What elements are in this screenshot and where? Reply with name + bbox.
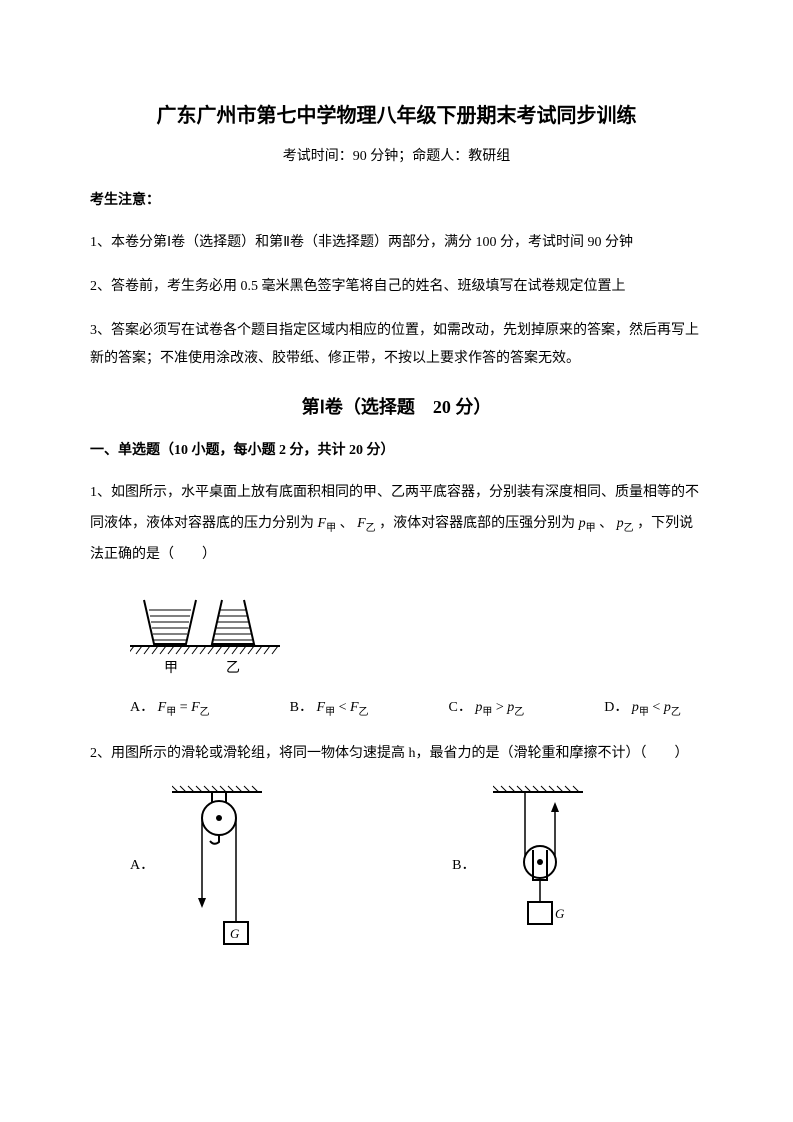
load-label: G [555,906,565,921]
notice-item: 1、本卷分第Ⅰ卷（选择题）和第Ⅱ卷（非选择题）两部分，满分 100 分，考试时间… [90,229,703,257]
q1-text: 、 [340,516,358,531]
sub-yi: 乙 [366,523,376,534]
opt-prefix: B． [290,700,313,715]
opt-a-label: A． [130,855,154,877]
var-p: p [632,700,639,715]
fig-label-yi: 乙 [226,660,240,676]
sub-jia: 甲 [166,707,176,718]
page-title: 广东广州市第七中学物理八年级下册期末考试同步训练 [90,100,703,132]
var-F: F [350,700,359,715]
pulley-a-icon: G [172,784,262,949]
opt-b-label: B． [452,855,475,877]
opt-prefix: D． [604,700,628,715]
load-label: G [230,926,240,941]
q2-option-a: A． G [130,784,262,949]
sub-yi: 乙 [200,707,210,718]
subsection-header: 一、单选题（10 小题，每小题 2 分，共计 20 分） [90,440,703,462]
sub-jia: 甲 [325,707,335,718]
question-1: 1、如图所示，水平桌面上放有底面积相同的甲、乙两平底容器，分别装有深度相同、质量… [90,478,703,570]
sub-yi: 乙 [624,523,634,534]
rel-lt: < [652,700,663,715]
option-a: A． F甲 = F乙 [130,697,210,721]
var-p: p [617,516,624,531]
sub-jia: 甲 [586,523,596,534]
var-F: F [318,516,327,531]
q1-text: 、 [599,516,617,531]
var-F: F [317,700,326,715]
sub-jia: 甲 [482,707,492,718]
rel-gt: > [496,700,507,715]
q2-option-b: B． G [452,784,583,949]
q2-figures: A． G [90,784,703,949]
rel-eq: = [180,700,191,715]
option-c: C． p甲 > p乙 [449,697,525,721]
opt-prefix: A． [130,700,154,715]
sub-jia: 甲 [639,707,649,718]
question-2: 2、用图所示的滑轮或滑轮组，将同一物体匀速提高 h，最省力的是（滑轮重和摩擦不计… [90,739,703,770]
var-p: p [579,516,586,531]
option-b: B． F甲 < F乙 [290,697,369,721]
var-p: p [664,700,671,715]
q1-text: ，液体对容器底部的压强分别为 [379,516,579,531]
notice-item: 2、答卷前，考生务必用 0.5 毫米黑色签字笔将自己的姓名、班级填写在试卷规定位… [90,273,703,301]
q1-options: A． F甲 = F乙 B． F甲 < F乙 C． p甲 > p乙 D． p甲 <… [130,697,703,721]
sub-yi: 乙 [359,707,369,718]
option-d: D． p甲 < p乙 [604,697,681,721]
sub-jia: 甲 [326,523,336,534]
q1-figure: 甲 乙 [130,584,703,679]
var-F: F [191,700,200,715]
opt-prefix: C． [449,700,472,715]
notice-heading: 考生注意： [90,190,703,212]
var-F: F [357,516,366,531]
fig-label-jia: 甲 [164,661,178,676]
rel-lt: < [339,700,350,715]
sub-yi: 乙 [671,707,681,718]
page-subtitle: 考试时间：90 分钟；命题人：教研组 [90,146,703,168]
pulley-b-icon: G [493,784,583,949]
var-F: F [158,700,167,715]
section-header: 第Ⅰ卷（选择题 20 分） [90,393,703,422]
notice-item: 3、答案必须写在试卷各个题目指定区域内相应的位置，如需改动，先划掉原来的答案，然… [90,317,703,373]
sub-yi: 乙 [514,707,524,718]
